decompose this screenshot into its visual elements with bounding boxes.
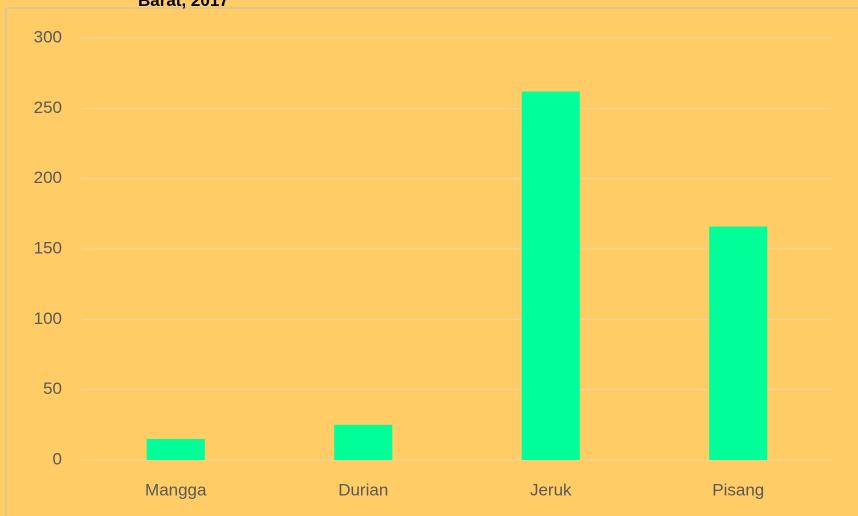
y-tick-label: 300 <box>34 27 62 46</box>
bar <box>334 424 393 460</box>
chart-title: Barat, 2017 <box>138 0 229 10</box>
y-tick-label: 150 <box>34 238 62 257</box>
x-tick-label: Durian <box>338 480 388 499</box>
y-tick-label: 50 <box>43 379 62 398</box>
bar <box>146 438 205 460</box>
y-tick-label: 250 <box>34 98 62 117</box>
x-tick-label: Jeruk <box>530 480 572 499</box>
x-tick-label: Pisang <box>712 480 764 499</box>
bar <box>521 91 580 460</box>
bar <box>709 226 768 460</box>
y-tick-label: 200 <box>34 168 62 187</box>
y-tick-label: 100 <box>34 309 62 328</box>
x-tick-label: Mangga <box>145 480 207 499</box>
y-tick-label: 0 <box>53 449 62 468</box>
